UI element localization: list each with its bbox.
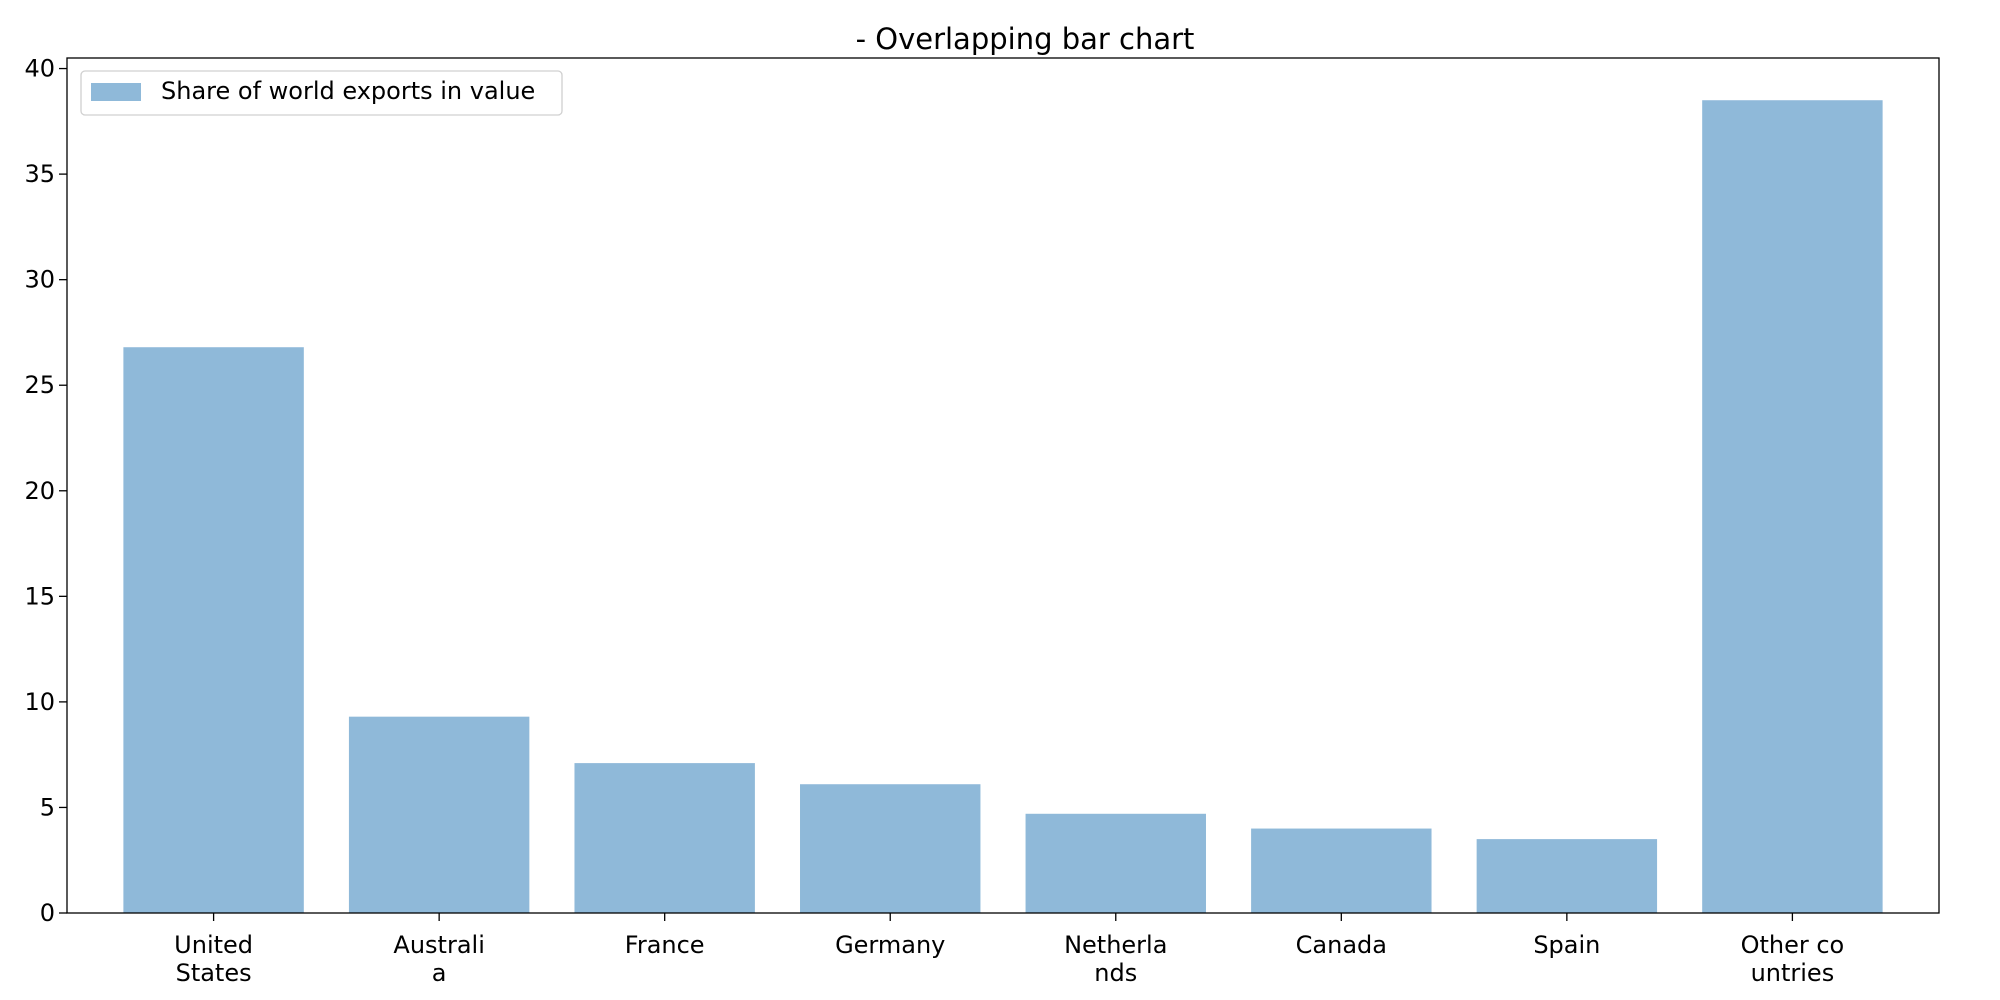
x-tick-label-line: Germany — [835, 931, 945, 959]
x-tick-label-line: Netherla — [1064, 931, 1167, 959]
y-axis: 0 5 10 15 20 25 30 35 40 — [24, 55, 67, 927]
x-axis: United States Australi a France Germany Nether… — [174, 913, 1844, 987]
x-tick-label: United States — [174, 931, 253, 987]
bar-canada — [1251, 828, 1432, 913]
bar-netherlands — [1025, 813, 1206, 913]
x-tick-label: Other co untries — [1741, 931, 1845, 987]
x-tick-label-line: States — [176, 959, 252, 987]
chart-title: - Overlapping bar chart — [856, 22, 1195, 56]
x-tick-label: France — [625, 931, 705, 959]
x-tick-label-line: untries — [1751, 959, 1835, 987]
x-tick-label: Germany — [835, 931, 945, 959]
x-tick-label-line: a — [432, 959, 447, 987]
x-tick-label-line: United — [174, 931, 253, 959]
plot-frame — [66, 57, 1940, 914]
x-tick-label: Australi a — [393, 931, 484, 987]
x-tick-label-line: Australi — [393, 931, 484, 959]
y-tick-label: 40 — [24, 55, 55, 83]
legend-swatch — [91, 83, 141, 101]
bar-france — [574, 763, 755, 913]
legend-label: Share of world exports in value — [161, 77, 535, 105]
y-tick-label: 30 — [24, 266, 55, 294]
x-tick-label-line: Other co — [1741, 931, 1845, 959]
x-tick-label: Spain — [1533, 931, 1600, 959]
y-tick-label: 25 — [24, 371, 55, 399]
bar-spain — [1476, 839, 1658, 913]
x-tick-label: Netherla nds — [1064, 931, 1167, 987]
bars-layer — [123, 100, 1883, 913]
x-tick-label-line: Canada — [1296, 931, 1387, 959]
legend: Share of world exports in value — [80, 70, 563, 116]
x-tick-label-line: Spain — [1533, 931, 1600, 959]
y-tick-label: 0 — [40, 899, 55, 927]
y-tick-label: 15 — [24, 582, 55, 610]
bar-other-countries — [1702, 100, 1883, 913]
x-tick-label: Canada — [1296, 931, 1387, 959]
legend-box — [80, 70, 563, 116]
bar-unitedstates — [123, 347, 304, 913]
y-tick-label: 35 — [24, 160, 55, 188]
x-tick-label-line: nds — [1094, 959, 1137, 987]
y-tick-label: 5 — [40, 793, 55, 821]
bar-australia — [348, 716, 530, 913]
bar-germany — [800, 784, 981, 913]
x-tick-label-line: France — [625, 931, 705, 959]
y-tick-label: 10 — [24, 688, 55, 716]
y-tick-label: 20 — [24, 477, 55, 505]
